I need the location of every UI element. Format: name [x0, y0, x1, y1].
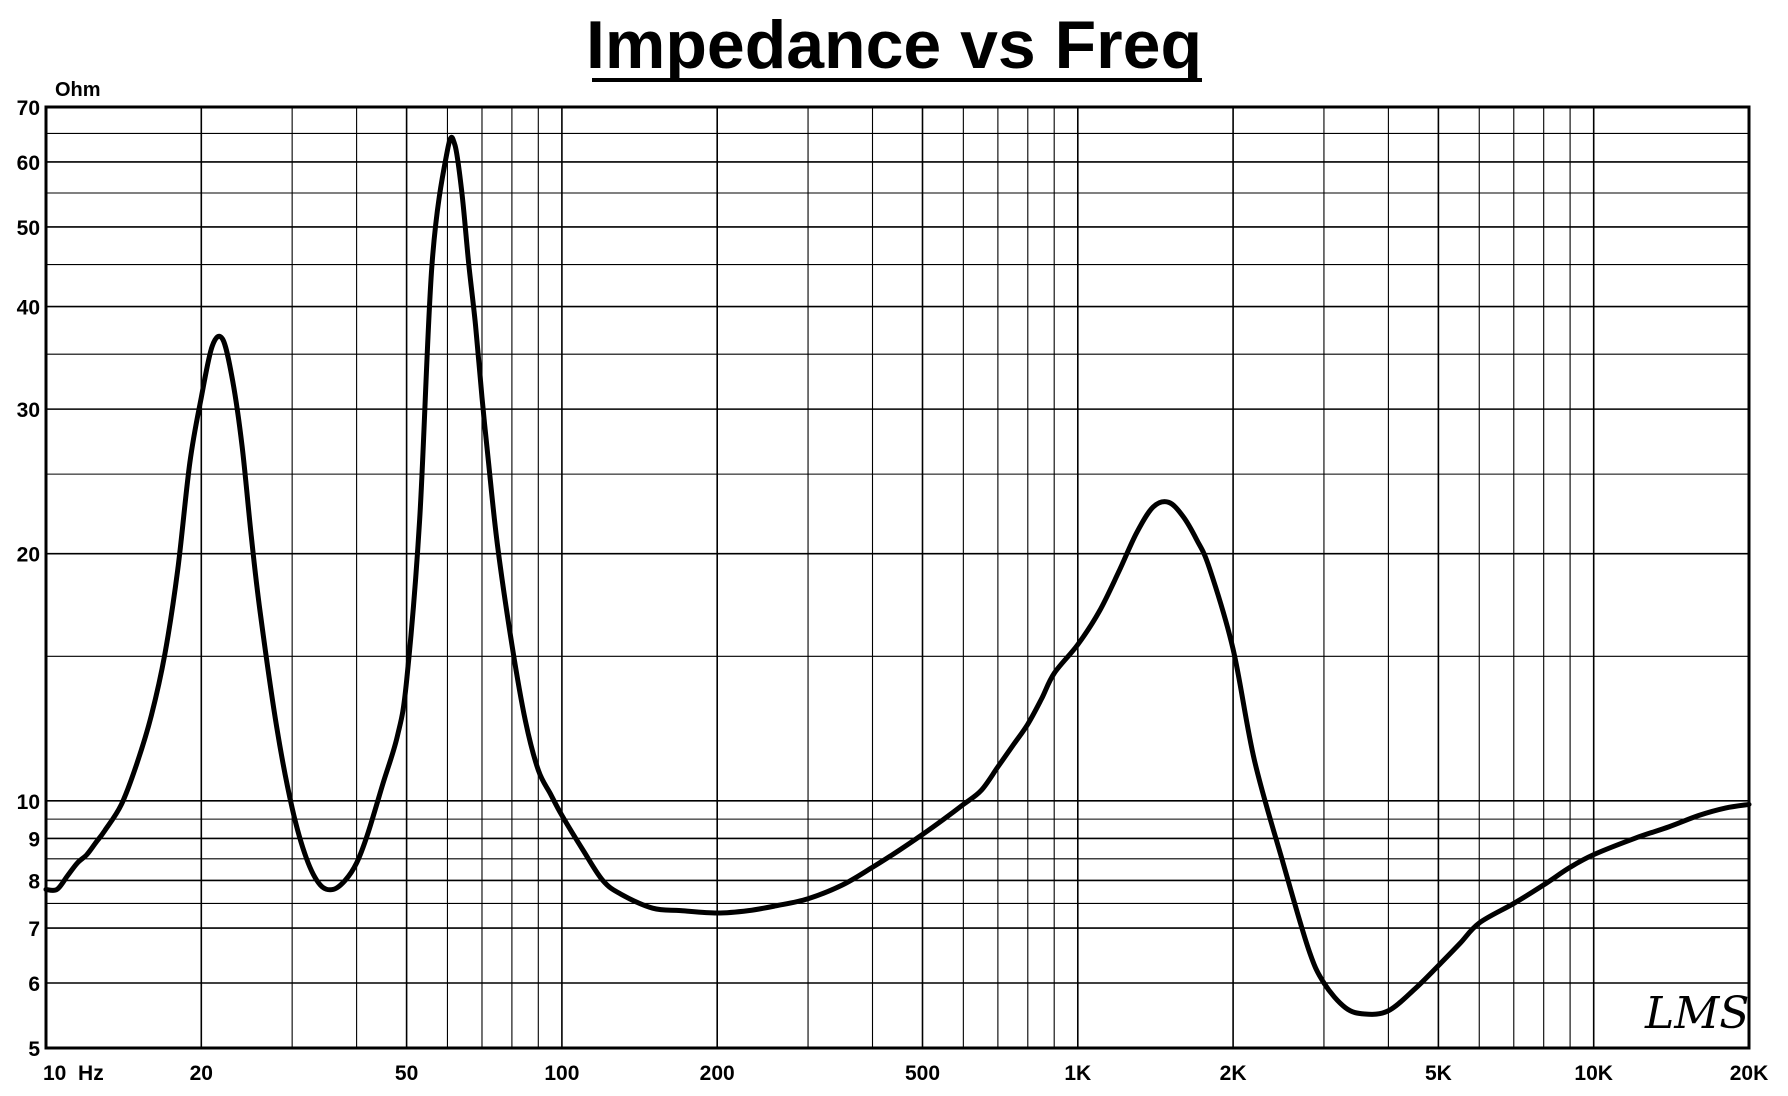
y-tick-label: 20: [17, 544, 40, 567]
plot-frame: [44, 105, 1751, 1050]
y-tick-label: 8: [28, 870, 40, 893]
y-tick-label: 5: [28, 1038, 40, 1061]
y-unit-label: Ohm: [55, 79, 101, 101]
y-tick-label: 9: [28, 828, 40, 851]
y-tick-label: 30: [17, 399, 40, 422]
x-tick-label: 50: [395, 1062, 418, 1085]
x-tick-label: 1K: [1064, 1062, 1091, 1085]
x-tick-label: 2K: [1220, 1062, 1247, 1085]
y-tick-label: 60: [17, 152, 40, 175]
grid: [45, 106, 1750, 1049]
x-tick-label: 5K: [1425, 1062, 1452, 1085]
y-tick-label: 7: [28, 918, 40, 941]
x-tick-label: 100: [544, 1062, 579, 1085]
impedance-curve: [43, 134, 1752, 1017]
x-tick-label: 200: [700, 1062, 735, 1085]
x-tick-labels: 10 Hz 20 50 100 200 500 1K 2K 5K 10K 20K: [43, 1062, 1768, 1085]
chart-title: Impedance vs Freq: [586, 7, 1202, 83]
x-tick-label: 10K: [1574, 1062, 1613, 1085]
x-tick-label: 20: [190, 1062, 213, 1085]
x-tick-label: 500: [905, 1062, 940, 1085]
y-tick-label: 50: [17, 217, 40, 240]
y-tick-label: 6: [28, 973, 40, 996]
x-tick-label: 20K: [1730, 1062, 1769, 1085]
y-tick-label: 40: [17, 297, 40, 320]
lms-watermark: LMS: [1644, 988, 1749, 1039]
x-tick-label: 10 Hz: [43, 1062, 104, 1085]
y-tick-label: 10: [17, 791, 40, 814]
y-tick-label: 70: [17, 97, 40, 120]
y-tick-labels: 5 6 7 8 9 10 20 30 40 50 60 70: [17, 97, 41, 1061]
